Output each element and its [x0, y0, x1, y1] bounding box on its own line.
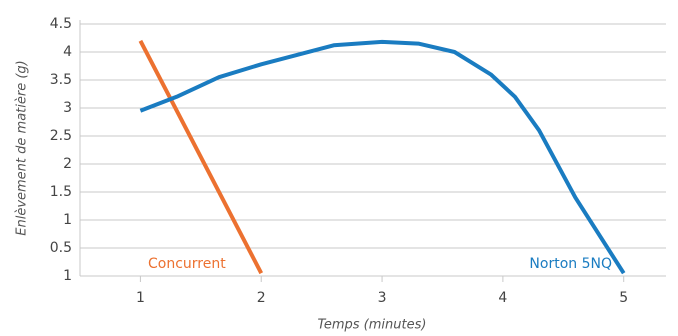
y-tick-label: 4	[63, 44, 72, 60]
x-tick-label: 2	[257, 290, 266, 306]
y-tick-label: 4.5	[50, 16, 72, 32]
y-tick-label: 1	[63, 268, 72, 284]
x-tick-label: 3	[378, 290, 387, 306]
y-tick-label: 2	[63, 156, 72, 172]
x-tick-label: 5	[619, 290, 628, 306]
y-tick-label: 3	[63, 100, 72, 116]
series-label: Norton 5NQ	[529, 256, 612, 272]
line	[139, 39, 626, 275]
x-tick-label: 1	[136, 290, 145, 306]
y-tick-label: 1.5	[50, 184, 72, 200]
x-axis-title: Temps (minutes)	[318, 318, 427, 333]
y-tick-label: 2.5	[50, 128, 72, 144]
line	[138, 39, 264, 275]
x-tick-label: 4	[498, 290, 507, 306]
series-label: Concurrent	[148, 256, 226, 272]
y-tick-label: 1	[63, 212, 72, 228]
y-axis-title: Enlèvement de matière (g)	[15, 60, 30, 235]
y-tick-label: 3.5	[50, 72, 72, 88]
y-tick-label: 0.5	[50, 240, 72, 256]
